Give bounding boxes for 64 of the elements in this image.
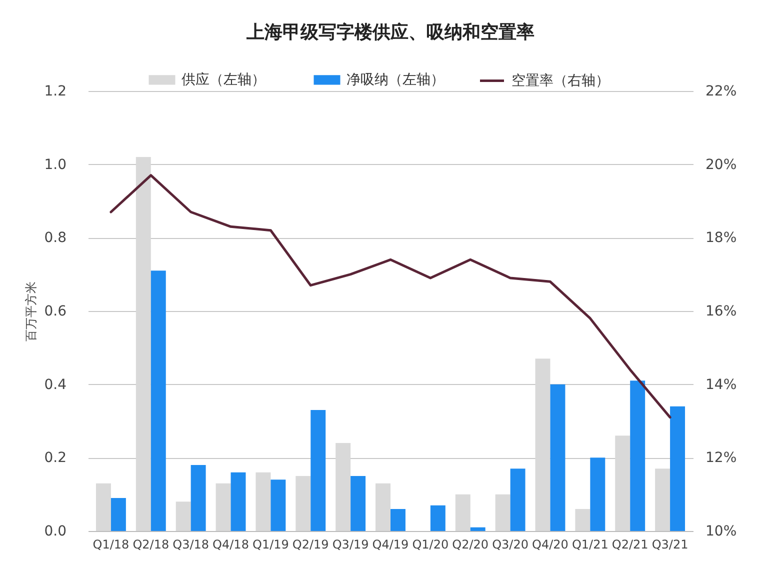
x-tick-label: Q1/18 bbox=[92, 538, 130, 552]
bar bbox=[510, 468, 526, 531]
y-tick-label: 0.4 bbox=[44, 376, 67, 393]
x-tick-label: Q2/19 bbox=[292, 538, 329, 552]
x-tick-label: Q2/18 bbox=[132, 538, 170, 552]
bar bbox=[670, 406, 686, 531]
bar bbox=[535, 358, 550, 531]
bar bbox=[270, 480, 286, 531]
line-series bbox=[110, 174, 672, 419]
bar bbox=[590, 458, 606, 531]
x-tick-label: Q4/19 bbox=[372, 538, 409, 552]
bar bbox=[470, 527, 486, 531]
bar bbox=[575, 509, 590, 531]
x-tick-label: Q3/18 bbox=[172, 538, 210, 552]
bar bbox=[190, 465, 206, 531]
y-tick-label: 0.2 bbox=[44, 450, 66, 466]
chart-title: 上海甲级写字楼供应、吸纳和空置率 bbox=[246, 22, 534, 43]
bar bbox=[430, 505, 446, 531]
y2-tick-label: 18% bbox=[706, 230, 737, 246]
bar bbox=[615, 436, 630, 531]
x-tick-label: Q2/20 bbox=[452, 538, 489, 552]
y2-tick-label: 14% bbox=[706, 376, 737, 393]
y2-tick-label: 10% bbox=[706, 524, 737, 540]
x-tick-label: Q3/21 bbox=[652, 538, 688, 552]
bar bbox=[216, 483, 231, 531]
y2-tick-label: 12% bbox=[706, 450, 737, 466]
y-tick-label: 1.0 bbox=[44, 156, 66, 173]
bar bbox=[630, 380, 646, 531]
x-tick-label: Q4/18 bbox=[212, 538, 249, 552]
x-tick-label: Q1/19 bbox=[252, 538, 289, 552]
y-axis-title: 百万平方米 bbox=[24, 282, 38, 342]
bar bbox=[110, 498, 126, 531]
y-tick-label: 0.8 bbox=[44, 230, 66, 246]
y2-tick-label: 22% bbox=[706, 84, 737, 100]
x-tick-label: Q2/21 bbox=[612, 538, 648, 552]
y-tick-label: 0.6 bbox=[44, 304, 67, 320]
bar bbox=[350, 476, 366, 531]
bar bbox=[96, 483, 111, 531]
bar bbox=[336, 443, 351, 531]
bar bbox=[455, 494, 470, 531]
bar bbox=[550, 384, 566, 531]
legend-label: 空置率（右轴） bbox=[512, 72, 610, 89]
legend-label: 净吸纳（左轴） bbox=[346, 72, 444, 88]
bar bbox=[655, 468, 670, 531]
bar bbox=[230, 472, 246, 531]
y2-tick-label: 20% bbox=[706, 156, 737, 173]
x-tick-label: Q1/20 bbox=[412, 538, 449, 552]
y-tick-label: 0.0 bbox=[44, 524, 66, 540]
bar bbox=[495, 494, 510, 531]
x-tick-label: Q1/21 bbox=[572, 538, 608, 552]
bar bbox=[150, 270, 166, 531]
bar bbox=[256, 472, 271, 531]
bar bbox=[136, 157, 151, 531]
bar bbox=[176, 502, 191, 531]
bar bbox=[376, 483, 390, 531]
legend-label: 供应（左轴） bbox=[182, 72, 266, 88]
y-tick-label: 1.2 bbox=[44, 84, 66, 100]
x-tick-label: Q3/19 bbox=[332, 538, 369, 552]
x-tick-label: Q3/20 bbox=[492, 538, 529, 552]
y2-tick-label: 16% bbox=[706, 304, 737, 320]
bar bbox=[390, 509, 406, 531]
bar bbox=[310, 410, 326, 531]
x-tick-label: Q4/20 bbox=[532, 538, 568, 552]
bar bbox=[296, 476, 311, 531]
